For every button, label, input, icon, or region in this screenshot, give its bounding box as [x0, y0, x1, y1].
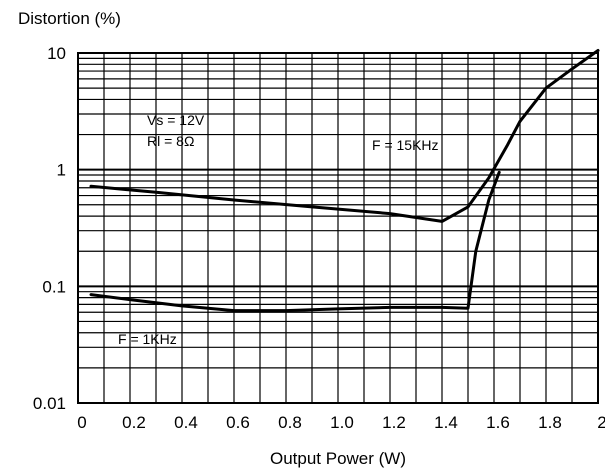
x-tick-labels: 0 0.2 0.4 0.6 0.8 1.0 1.2 1.4 1.6 1.8 2 [77, 413, 605, 432]
x-tick-label: 1.2 [382, 413, 406, 432]
x-tick-label: 0.6 [226, 413, 250, 432]
series-label-1khz: F = 1KHz [118, 331, 177, 347]
x-axis-label: Output Power (W) [270, 449, 406, 468]
condition-vs: Vs = 12V [147, 112, 205, 128]
x-tick-label: 1.8 [538, 413, 562, 432]
series-line-15khz [89, 49, 600, 223]
y-tick-label: 1 [57, 161, 66, 180]
y-tick-label: 0.01 [33, 394, 66, 413]
y-axis-label: Distortion (%) [18, 9, 121, 28]
plot-frame [77, 52, 599, 404]
x-tick-label: 1.4 [434, 413, 458, 432]
x-tick-label: 0.2 [122, 413, 146, 432]
series-label-15khz: F = 15KHz [372, 137, 439, 153]
x-tick-label: 0.8 [278, 413, 302, 432]
series-line-1khz [89, 170, 501, 313]
x-tick-label: 0.4 [174, 413, 198, 432]
y-tick-label: 10 [47, 44, 66, 63]
x-tick-label: 2 [597, 413, 605, 432]
y-tick-labels: 10 1 0.1 0.01 [33, 44, 66, 413]
y-tick-label: 0.1 [42, 277, 66, 296]
condition-rl: Rl = 8Ω [147, 133, 194, 149]
x-tick-label: 0 [77, 413, 86, 432]
x-tick-label: 1.0 [330, 413, 354, 432]
series-lines [89, 49, 600, 313]
x-tick-label: 1.6 [486, 413, 510, 432]
grid [78, 53, 598, 404]
